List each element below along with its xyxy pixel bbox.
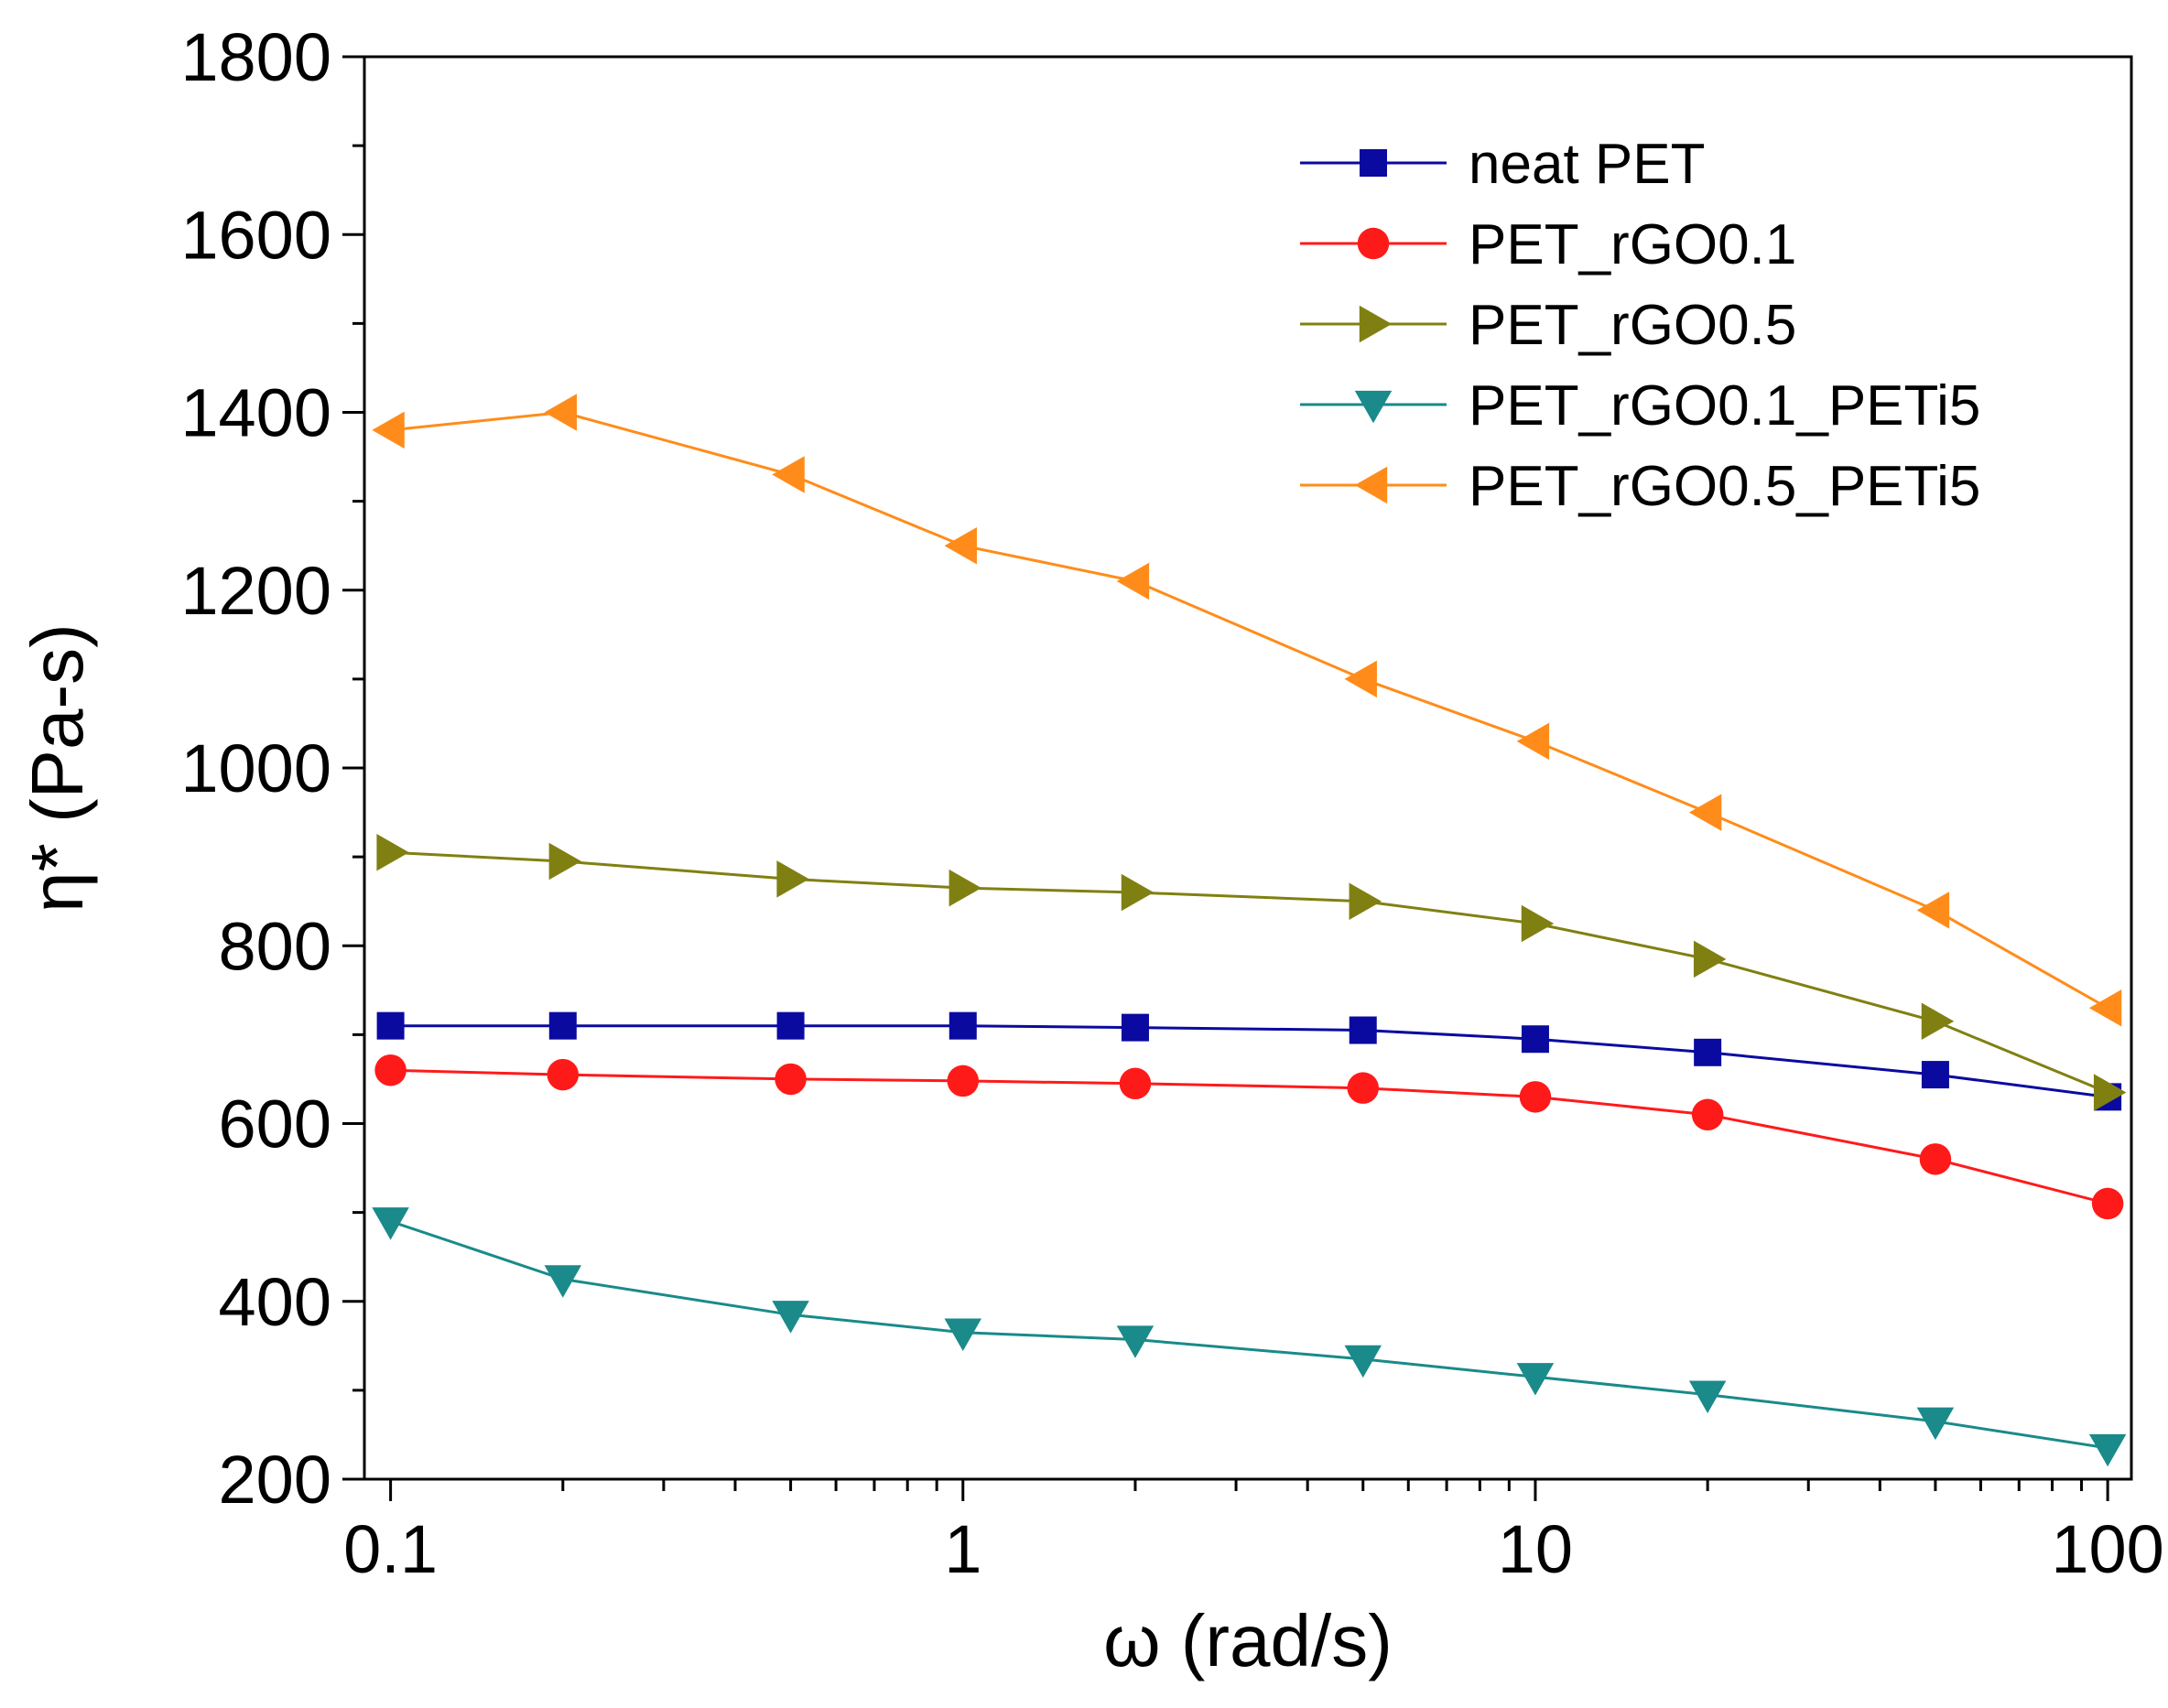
series-2	[374, 1054, 2124, 1220]
data-point	[372, 411, 405, 449]
data-point	[1121, 873, 1154, 912]
data-point	[1916, 892, 1950, 929]
y-tick-label: 200	[219, 1442, 331, 1518]
data-point	[776, 860, 809, 898]
plot-frame	[363, 55, 2133, 1481]
y-tick-label: 1800	[180, 19, 331, 95]
legend-item: neat PET	[1300, 133, 1705, 196]
data-point	[548, 842, 582, 881]
y-tick-label: 600	[219, 1086, 331, 1162]
data-point	[2088, 1433, 2127, 1467]
y-tick-label: 1200	[180, 553, 331, 629]
data-point	[1916, 1407, 1955, 1441]
data-point	[2088, 989, 2122, 1027]
data-point	[776, 1011, 805, 1040]
y-tick-label: 400	[219, 1264, 331, 1340]
legend-label: neat PET	[1469, 133, 1705, 196]
data-point	[1694, 1038, 1722, 1066]
data-point	[2093, 1074, 2127, 1111]
data-point	[1344, 660, 1377, 698]
data-point	[548, 1011, 577, 1040]
legend-item: PET_rGO0.1_PETi5	[1300, 374, 1980, 438]
series-line	[390, 410, 2108, 1010]
data-point	[944, 1318, 982, 1351]
data-point	[772, 1301, 809, 1334]
series-4	[372, 1207, 2127, 1467]
x-axis-title: ω (rad/s)	[1103, 1600, 1393, 1681]
data-point	[1116, 562, 1150, 600]
legend-label: PET_rGO0.5	[1469, 294, 1796, 357]
x-tick-label: 0.1	[343, 1511, 438, 1587]
data-point	[948, 1011, 977, 1040]
legend-marker	[1359, 305, 1393, 343]
data-point	[1121, 1013, 1149, 1042]
x-tick-label: 100	[2051, 1511, 2163, 1587]
legend-marker	[1360, 149, 1387, 177]
series-line	[390, 1068, 2108, 1205]
data-point	[1349, 882, 1382, 920]
y-tick-label: 1600	[180, 197, 331, 273]
data-point	[1693, 940, 1727, 978]
legend-item: PET_rGO0.1	[1300, 213, 1796, 276]
data-point	[944, 526, 977, 565]
tick-labels: 200 400 600 800 1000 1200 1400 1600 1800 0.1 1 10 10…	[180, 19, 2163, 1587]
series-line	[390, 1024, 2108, 1098]
legend-marker	[1357, 227, 1390, 260]
series-5	[372, 394, 2122, 1027]
legend-label: PET_rGO0.1_PETi5	[1469, 374, 1980, 438]
data-point	[775, 1063, 807, 1096]
y-tick-label: 1400	[180, 375, 331, 451]
series-layer	[372, 394, 2127, 1467]
data-point	[1119, 1067, 1152, 1100]
data-point	[1516, 722, 1550, 761]
data-point	[948, 869, 982, 907]
legend-marker	[1354, 466, 1388, 504]
data-point	[374, 1054, 406, 1086]
y-axis-title: η* (Pa-s)	[16, 623, 98, 913]
axis-ticks	[342, 55, 2109, 1501]
data-point	[772, 456, 805, 493]
series-3	[376, 834, 2127, 1111]
x-tick-label: 1	[944, 1511, 981, 1587]
data-point	[544, 394, 577, 431]
series-line	[390, 1219, 2108, 1450]
data-point	[547, 1058, 580, 1091]
series-line	[390, 850, 2108, 1094]
data-point	[1344, 1345, 1382, 1378]
data-point	[376, 1011, 405, 1040]
data-point	[1688, 1380, 1727, 1413]
legend-item: PET_rGO0.5_PETi5	[1300, 455, 1980, 518]
data-point	[1521, 1025, 1549, 1054]
data-point	[1516, 1363, 1555, 1396]
data-point	[2091, 1187, 2124, 1220]
data-point	[1688, 794, 1722, 831]
data-point	[1919, 1143, 1952, 1175]
series-1	[376, 1011, 2122, 1111]
data-point	[372, 1207, 409, 1240]
legend-label: PET_rGO0.5_PETi5	[1469, 455, 1980, 518]
y-tick-label: 800	[219, 908, 331, 984]
data-point	[1921, 1002, 1955, 1041]
data-point	[1921, 1061, 1949, 1089]
data-point	[1347, 1072, 1380, 1104]
data-point	[1691, 1098, 1724, 1131]
data-point	[376, 834, 409, 871]
legend: neat PET PET_rGO0.1 PET_rGO0.5 PET_rGO0.1_P…	[1300, 133, 1980, 518]
legend-marker	[1354, 390, 1393, 424]
legend-item: PET_rGO0.5	[1300, 294, 1796, 357]
legend-label: PET_rGO0.1	[1469, 213, 1796, 276]
data-point	[947, 1065, 980, 1097]
data-point	[544, 1265, 582, 1298]
data-point	[1521, 904, 1555, 943]
y-tick-label: 1000	[180, 730, 331, 806]
data-point	[1349, 1016, 1377, 1044]
data-point	[1116, 1325, 1154, 1358]
x-tick-label: 10	[1498, 1511, 1573, 1587]
data-point	[1519, 1081, 1552, 1113]
